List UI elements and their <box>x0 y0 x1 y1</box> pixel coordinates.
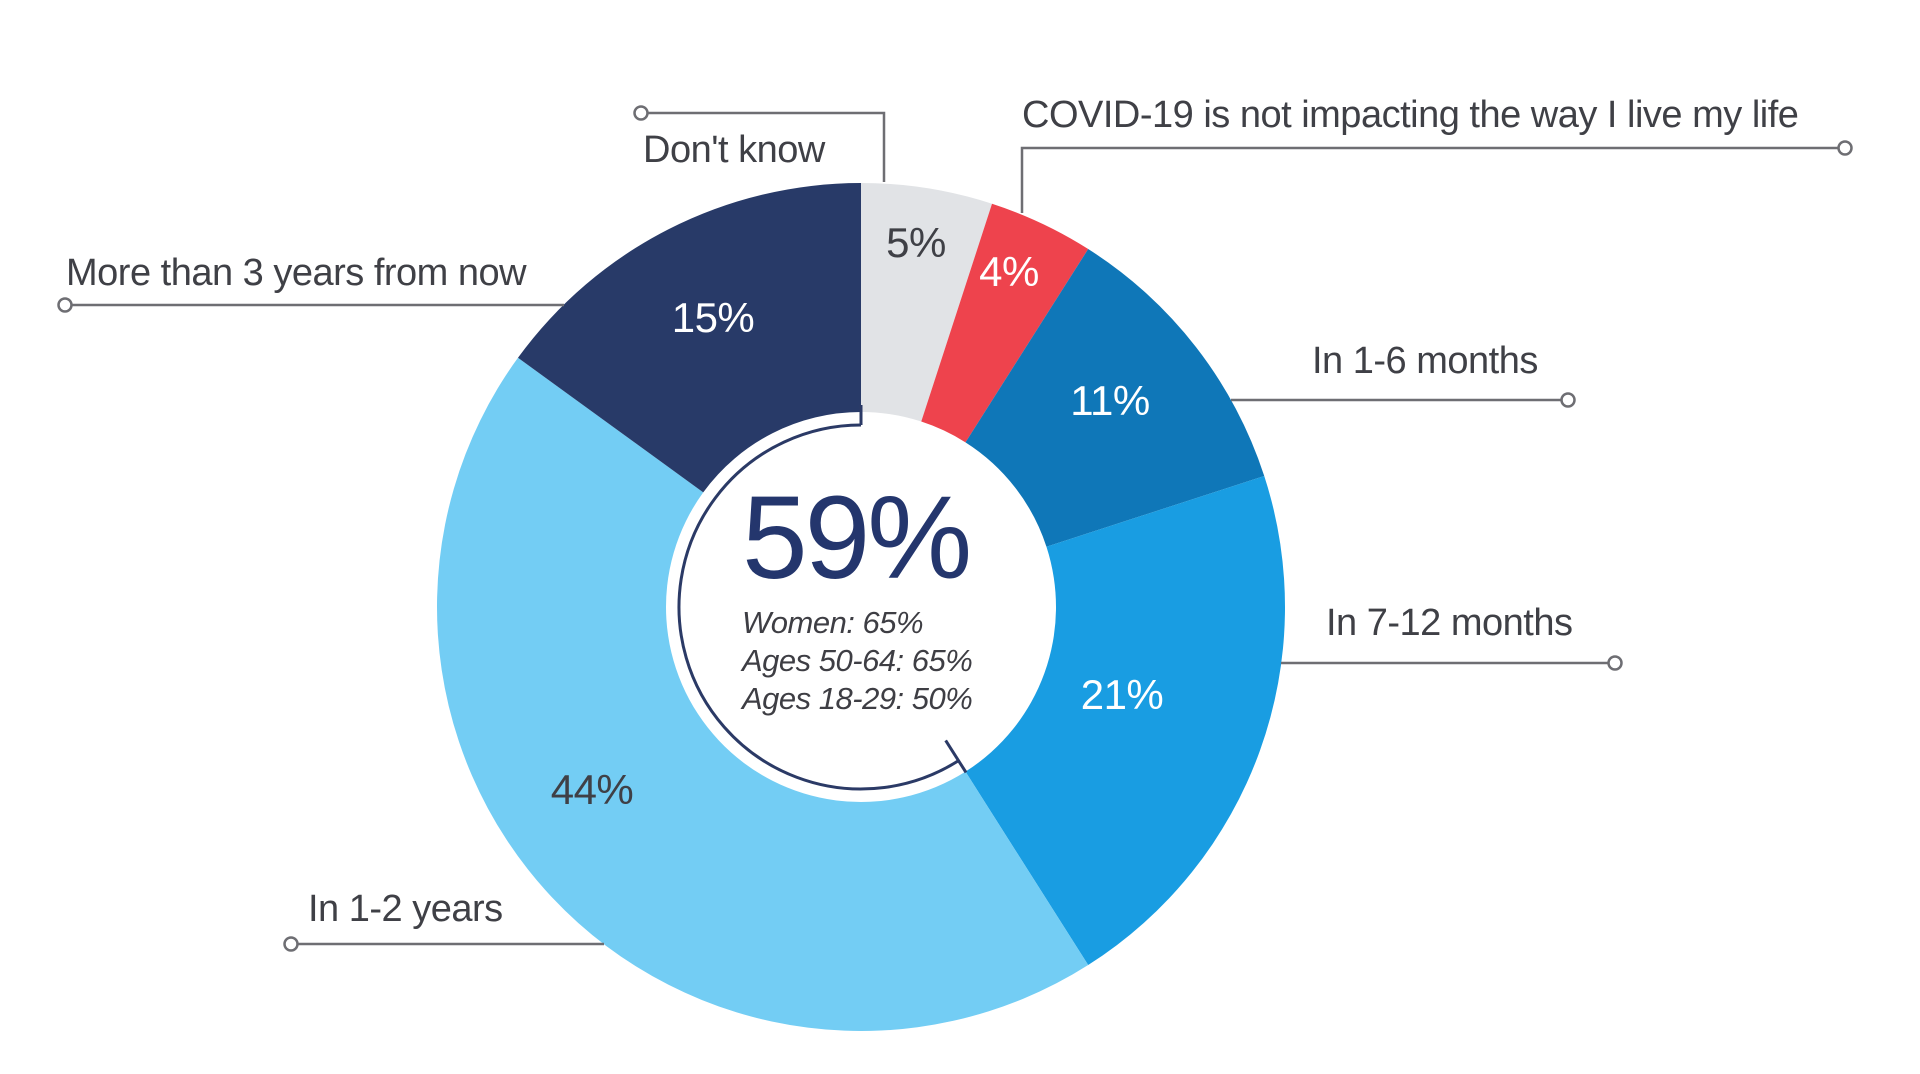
slice-label-more-than-3-years: More than 3 years from now <box>66 252 527 294</box>
slice-label-dont-know: Don't know <box>643 129 825 171</box>
donut-segments <box>436 183 1285 1031</box>
leader-dont-know <box>633 105 886 182</box>
slice-value-covid-not-impacting: 4% <box>979 248 1039 295</box>
donut-slice-3 <box>965 475 1285 965</box>
leader-in-1-2-years <box>283 936 604 952</box>
slice-label-in-1-6-months: In 1-6 months <box>1312 340 1538 382</box>
leader-endpoint-circle <box>633 105 649 121</box>
progress-arc <box>677 405 968 791</box>
leader-endpoint-circle <box>1607 655 1623 671</box>
center-headline: 59% <box>742 472 972 604</box>
slice-value-more-than-3-years: 15% <box>671 294 755 341</box>
slice-value-in-1-2-years: 44% <box>550 766 634 813</box>
slice-label-in-1-2-years: In 1-2 years <box>308 888 503 930</box>
leader-endpoint-circle <box>283 936 299 952</box>
slice-value-dont-know: 5% <box>886 219 946 266</box>
slice-label-covid-not-impacting: COVID-19 is not impacting the way I live… <box>1022 94 1799 136</box>
leader-in-1-6-months <box>1231 392 1576 408</box>
progress-arc-path <box>677 423 960 791</box>
donut-slice-0 <box>861 183 993 422</box>
center-subline-women: Women: 65% <box>742 605 924 640</box>
slice-value-in-1-6-months: 11% <box>1070 377 1150 424</box>
center-subline-ages-50-64: Ages 50-64: 65% <box>742 643 973 678</box>
leader-lines <box>57 105 1853 952</box>
donut-slice-5 <box>517 183 861 493</box>
center-sublines: Women: 65% Ages 50-64: 65% Ages 18-29: 5… <box>742 604 973 718</box>
leader-more-than-3-years <box>57 297 564 313</box>
progress-arc-end-tick <box>944 739 968 774</box>
slice-label-in-7-12-months: In 7-12 months <box>1326 602 1573 644</box>
donut-slice-4 <box>436 357 1089 1031</box>
slice-value-in-7-12-months: 21% <box>1080 671 1164 718</box>
leader-in-7-12-months <box>1281 655 1623 671</box>
donut-slice-2 <box>965 249 1265 547</box>
donut-slice-1 <box>921 203 1089 443</box>
leader-endpoint-circle <box>57 297 73 313</box>
donut-center-text: 59% Women: 65% Ages 50-64: 65% Ages 18-2… <box>742 472 973 718</box>
leader-covid-not-impacting <box>1020 140 1853 213</box>
center-subline-ages-18-29: Ages 18-29: 50% <box>742 681 973 716</box>
leader-endpoint-circle <box>1837 140 1853 156</box>
leader-endpoint-circle <box>1560 392 1576 408</box>
